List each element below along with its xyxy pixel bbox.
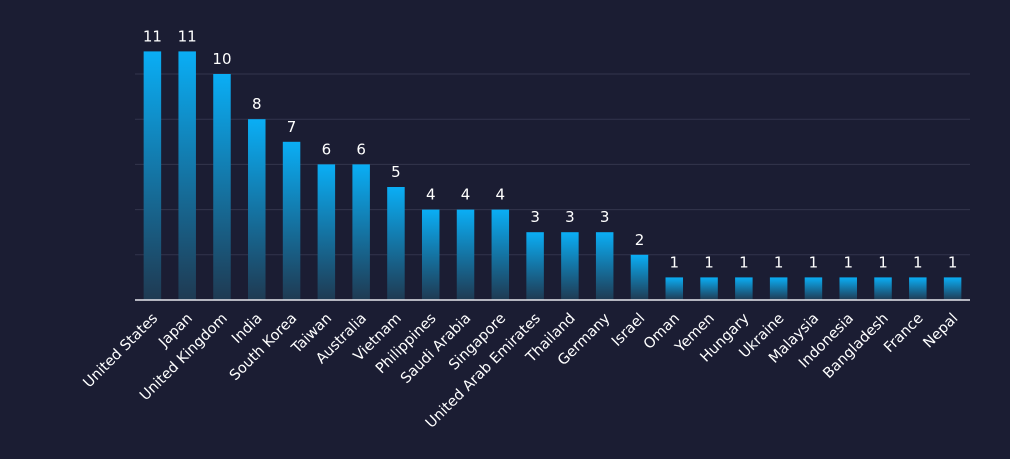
bar-value-label: 7: [287, 118, 297, 136]
bar: [909, 277, 927, 300]
bar: [213, 74, 231, 300]
bar: [491, 209, 510, 300]
bar: [178, 51, 196, 301]
bar: [456, 209, 475, 300]
bar: [839, 277, 857, 300]
bar-value-label: 1: [948, 253, 958, 271]
bar-value-label: 4: [496, 186, 506, 204]
x-tick-label: Nepal: [920, 311, 961, 352]
bar: [595, 232, 614, 300]
bar-value-label: 1: [878, 253, 888, 271]
bar: [248, 119, 266, 300]
bar: [769, 277, 788, 300]
bars: [143, 51, 962, 301]
bar-value-label: 1: [739, 253, 749, 271]
bar: [421, 209, 440, 300]
bar: [630, 254, 649, 300]
bar-value-label: 11: [178, 27, 197, 45]
bar: [700, 277, 718, 300]
bar: [804, 277, 823, 300]
bar-value-label: 1: [774, 253, 784, 271]
bar-value-label: 10: [212, 50, 231, 68]
bar-value-label: 1: [843, 253, 853, 271]
bar-value-label: 2: [635, 231, 645, 249]
bar-value-label: 1: [809, 253, 819, 271]
bar-value-label: 3: [565, 208, 575, 226]
x-tick-label: United States: [80, 311, 161, 392]
bar-value-label: 4: [461, 186, 471, 204]
bar-value-label: 3: [600, 208, 610, 226]
bar: [352, 164, 370, 300]
bar-value-label: 1: [704, 253, 714, 271]
bar-value-label: 6: [356, 140, 366, 158]
x-tick-label: France: [881, 310, 926, 355]
grid-lines: [135, 73, 970, 256]
bar: [387, 187, 405, 300]
bar: [874, 277, 892, 300]
bar-value-label: 8: [252, 95, 262, 113]
bar: [561, 232, 579, 300]
bar: [735, 277, 753, 300]
bar-value-label: 5: [391, 163, 401, 181]
bar: [526, 232, 544, 300]
bar: [665, 277, 684, 300]
bar: [943, 277, 962, 300]
bar-value-label: 1: [669, 253, 679, 271]
bar-value-label: 1: [913, 253, 923, 271]
bar-value-label: 4: [426, 186, 436, 204]
bar: [143, 51, 162, 301]
bar: [317, 164, 336, 300]
bar-value-label: 6: [322, 140, 332, 158]
bar-value-label: 3: [530, 208, 540, 226]
bar-value-label: 11: [143, 27, 162, 45]
bar: [282, 141, 301, 300]
